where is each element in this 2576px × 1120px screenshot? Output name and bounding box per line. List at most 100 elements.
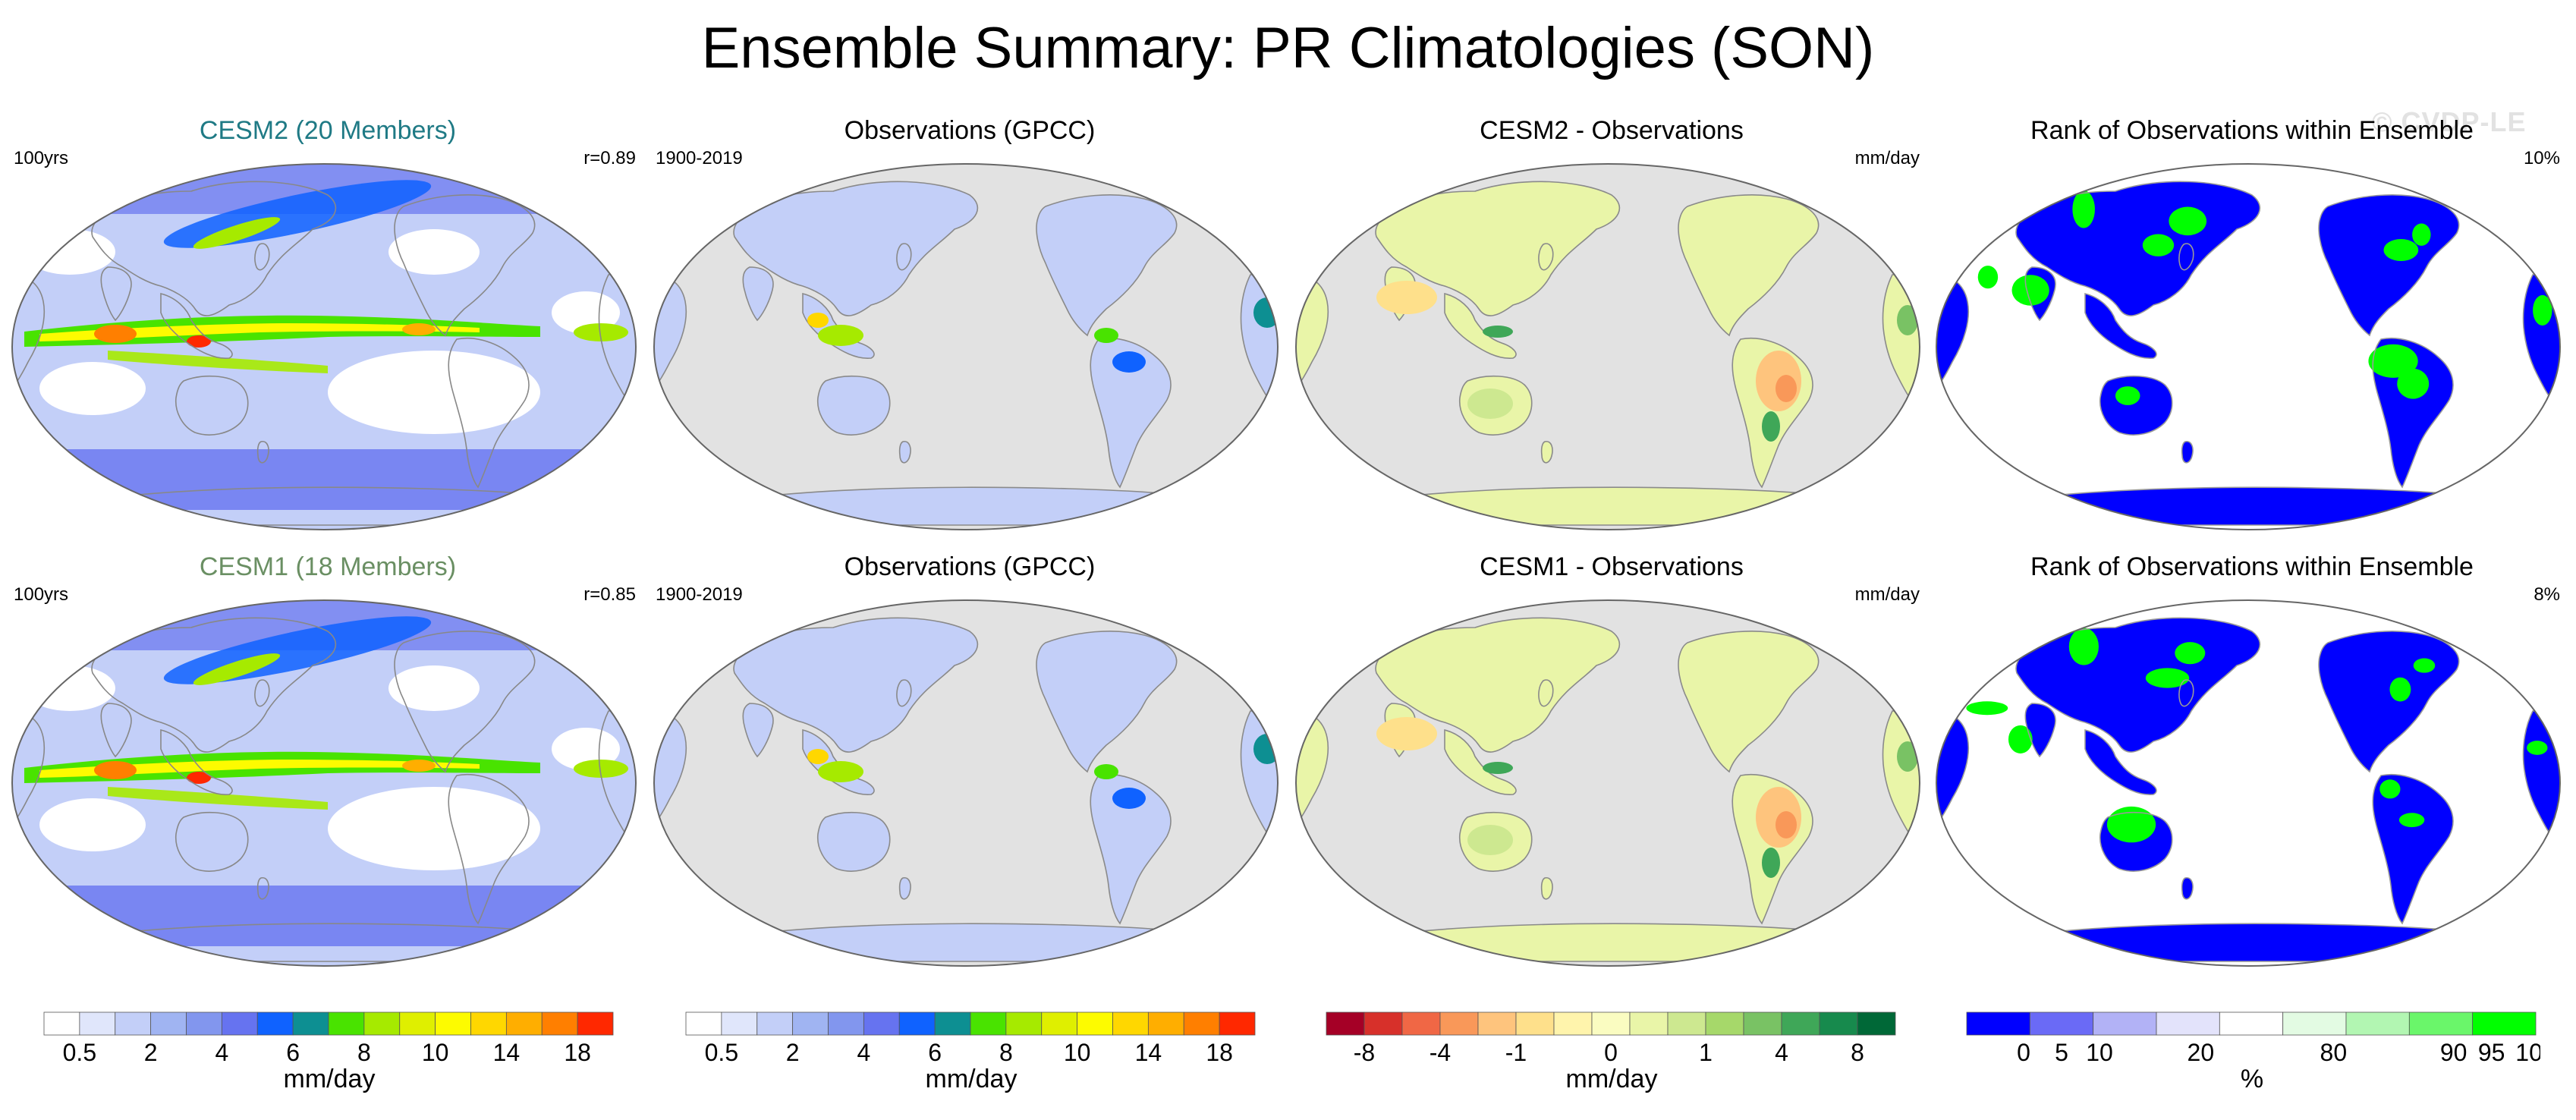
map-panel-diff1: CESM1 - Observations mm/day (1293, 550, 1930, 998)
colorbar-swatch (2282, 1011, 2347, 1036)
colorbar-tick-label: 1 (1699, 1039, 1713, 1064)
colorbar-swatch (2029, 1011, 2094, 1036)
colorbar-units-label: mm/day (1565, 1065, 1658, 1093)
land-india (742, 266, 774, 322)
colorbar-climo-a: 0.5 2 4 6 8 10 14 18 mm/day (41, 1009, 618, 1100)
land-nz (898, 440, 911, 464)
colorbar-swatch (1781, 1011, 1820, 1036)
world-map (11, 163, 637, 530)
coastline-greenland (2459, 181, 2512, 222)
land-seasia (1444, 292, 1517, 359)
map-panel-obs-a: Observations (GPCC) 1900-2019 (651, 114, 1288, 562)
colorbar-svg: 05 10 20 80 90 95 100 (1966, 1011, 2540, 1064)
panel-title: Rank of Observations within Ensemble (2030, 552, 2474, 581)
colorbar-swatch (1219, 1011, 1256, 1036)
colorbar-swatch (256, 1011, 294, 1036)
colorbar-swatch (2156, 1011, 2220, 1036)
colorbar-swatch (363, 1011, 401, 1036)
panel-right-label: r=0.89 (583, 148, 636, 168)
colorbar-swatch (2472, 1011, 2537, 1036)
colorbar-tick-label: 4 (857, 1039, 870, 1064)
colorbar-swatch (1591, 1011, 1631, 1036)
coastline-greenland (535, 618, 587, 658)
panel-left-label: 1900-2019 (656, 148, 743, 168)
coastline-japan (254, 243, 270, 271)
colorbar-swatch (150, 1011, 187, 1036)
world-map (653, 163, 1279, 530)
map-border (1936, 163, 2561, 530)
land-nz (1540, 440, 1553, 464)
colorbar-swatch (2093, 1011, 2157, 1036)
land-greenland (2460, 182, 2511, 221)
colorbar-tick-label: 6 (928, 1039, 942, 1064)
colorbar-tick-label: 4 (215, 1039, 228, 1064)
coastline-australia (2099, 811, 2173, 872)
colorbar-diff: -8 -4 -1 0 1 4 8 mm/day (1323, 1009, 1900, 1100)
colorbar-swatch (1041, 1011, 1078, 1036)
colorbar-tick-label: 0 (2017, 1039, 2030, 1064)
colorbar-tick-label: 0.5 (705, 1039, 738, 1064)
world-map (11, 599, 637, 967)
land-nz (2181, 441, 2194, 463)
colorbar-swatch (1966, 1011, 2030, 1036)
colorbar-swatch (1667, 1011, 1706, 1036)
coastline-japan (2178, 679, 2194, 707)
colorbar-swatch (577, 1011, 614, 1036)
land-samerica (2373, 774, 2453, 923)
colorbar-tick-label: 10 (1064, 1039, 1091, 1064)
map-border (1295, 163, 1920, 530)
panel-left-label: 100yrs (14, 584, 69, 605)
colorbar-swatch (828, 1011, 864, 1036)
map-panel-cesm2: CESM2 (20 Members) 100yrs r=0.89 (9, 114, 646, 562)
colorbar-swatch (1439, 1011, 1479, 1036)
coastline-seasia (160, 292, 233, 359)
map-border (11, 163, 637, 530)
figure-title: Ensemble Summary: PR Climatologies (SON) (701, 16, 1875, 80)
colorbar-swatch (1077, 1011, 1113, 1036)
colorbar-swatch (292, 1011, 329, 1036)
panel-title: CESM1 - Observations (1480, 552, 1744, 581)
coastline-india (100, 703, 132, 758)
land-greenland (1819, 181, 1871, 222)
colorbar-swatch (2408, 1011, 2474, 1036)
colorbar-swatch (435, 1011, 471, 1036)
colorbar-swatch (1401, 1011, 1441, 1036)
colorbar-tick-label: 8 (1851, 1039, 1864, 1064)
colorbar-rank: 05 10 20 80 90 95 100% (1964, 1009, 2540, 1100)
colorbar-swatch (1553, 1011, 1593, 1036)
colorbar-swatch (934, 1011, 971, 1036)
map-panel-obs-b: Observations (GPCC) 1900-2019 (651, 550, 1288, 998)
coastline-australia (175, 375, 249, 436)
coastline-samerica (2372, 337, 2454, 489)
colorbar-swatch (1183, 1011, 1220, 1036)
colorbar-swatch (1326, 1011, 1365, 1036)
coastline-seasia (2084, 728, 2157, 795)
colorbar-swatch (1743, 1011, 1782, 1036)
coastline-namerica (2318, 631, 2460, 773)
map-panel-rank1: Rank of Observations within Ensemble 8% (1933, 550, 2571, 998)
land-australia (817, 811, 891, 872)
land-japan (2178, 244, 2194, 270)
land-seasia (1444, 728, 1517, 795)
panel-title: CESM1 (18 Members) (199, 552, 457, 581)
colorbar-tick-label: 95 (2478, 1039, 2505, 1064)
colorbar-svg: 0.5 2 4 6 8 10 14 18 (43, 1011, 614, 1064)
colorbar-swatch (1515, 1011, 1555, 1036)
colorbar-tick-label: -1 (1505, 1039, 1527, 1064)
colorbar-tick-label: 0 (1604, 1039, 1618, 1064)
land-samerica (1090, 773, 1172, 925)
land-greenland (1177, 618, 1229, 658)
colorbar-tick-label: 100 (2515, 1039, 2540, 1064)
colorbar-svg: -8 -4 -1 0 1 4 8 (1326, 1011, 1896, 1064)
coastline-australia (175, 811, 249, 872)
map-panel-rank2: Rank of Observations within Ensemble 10% (1933, 114, 2571, 562)
land-australia (817, 375, 891, 436)
land-samerica (1090, 337, 1172, 489)
coastline-namerica (394, 631, 536, 773)
panel-right-label: mm/day (1854, 584, 1920, 605)
colorbar-tick-label: 10 (2086, 1039, 2113, 1064)
coastline-india (2024, 703, 2056, 758)
map-border (11, 599, 637, 967)
colorbar-swatch (756, 1011, 794, 1036)
coastline-nz (256, 440, 269, 464)
